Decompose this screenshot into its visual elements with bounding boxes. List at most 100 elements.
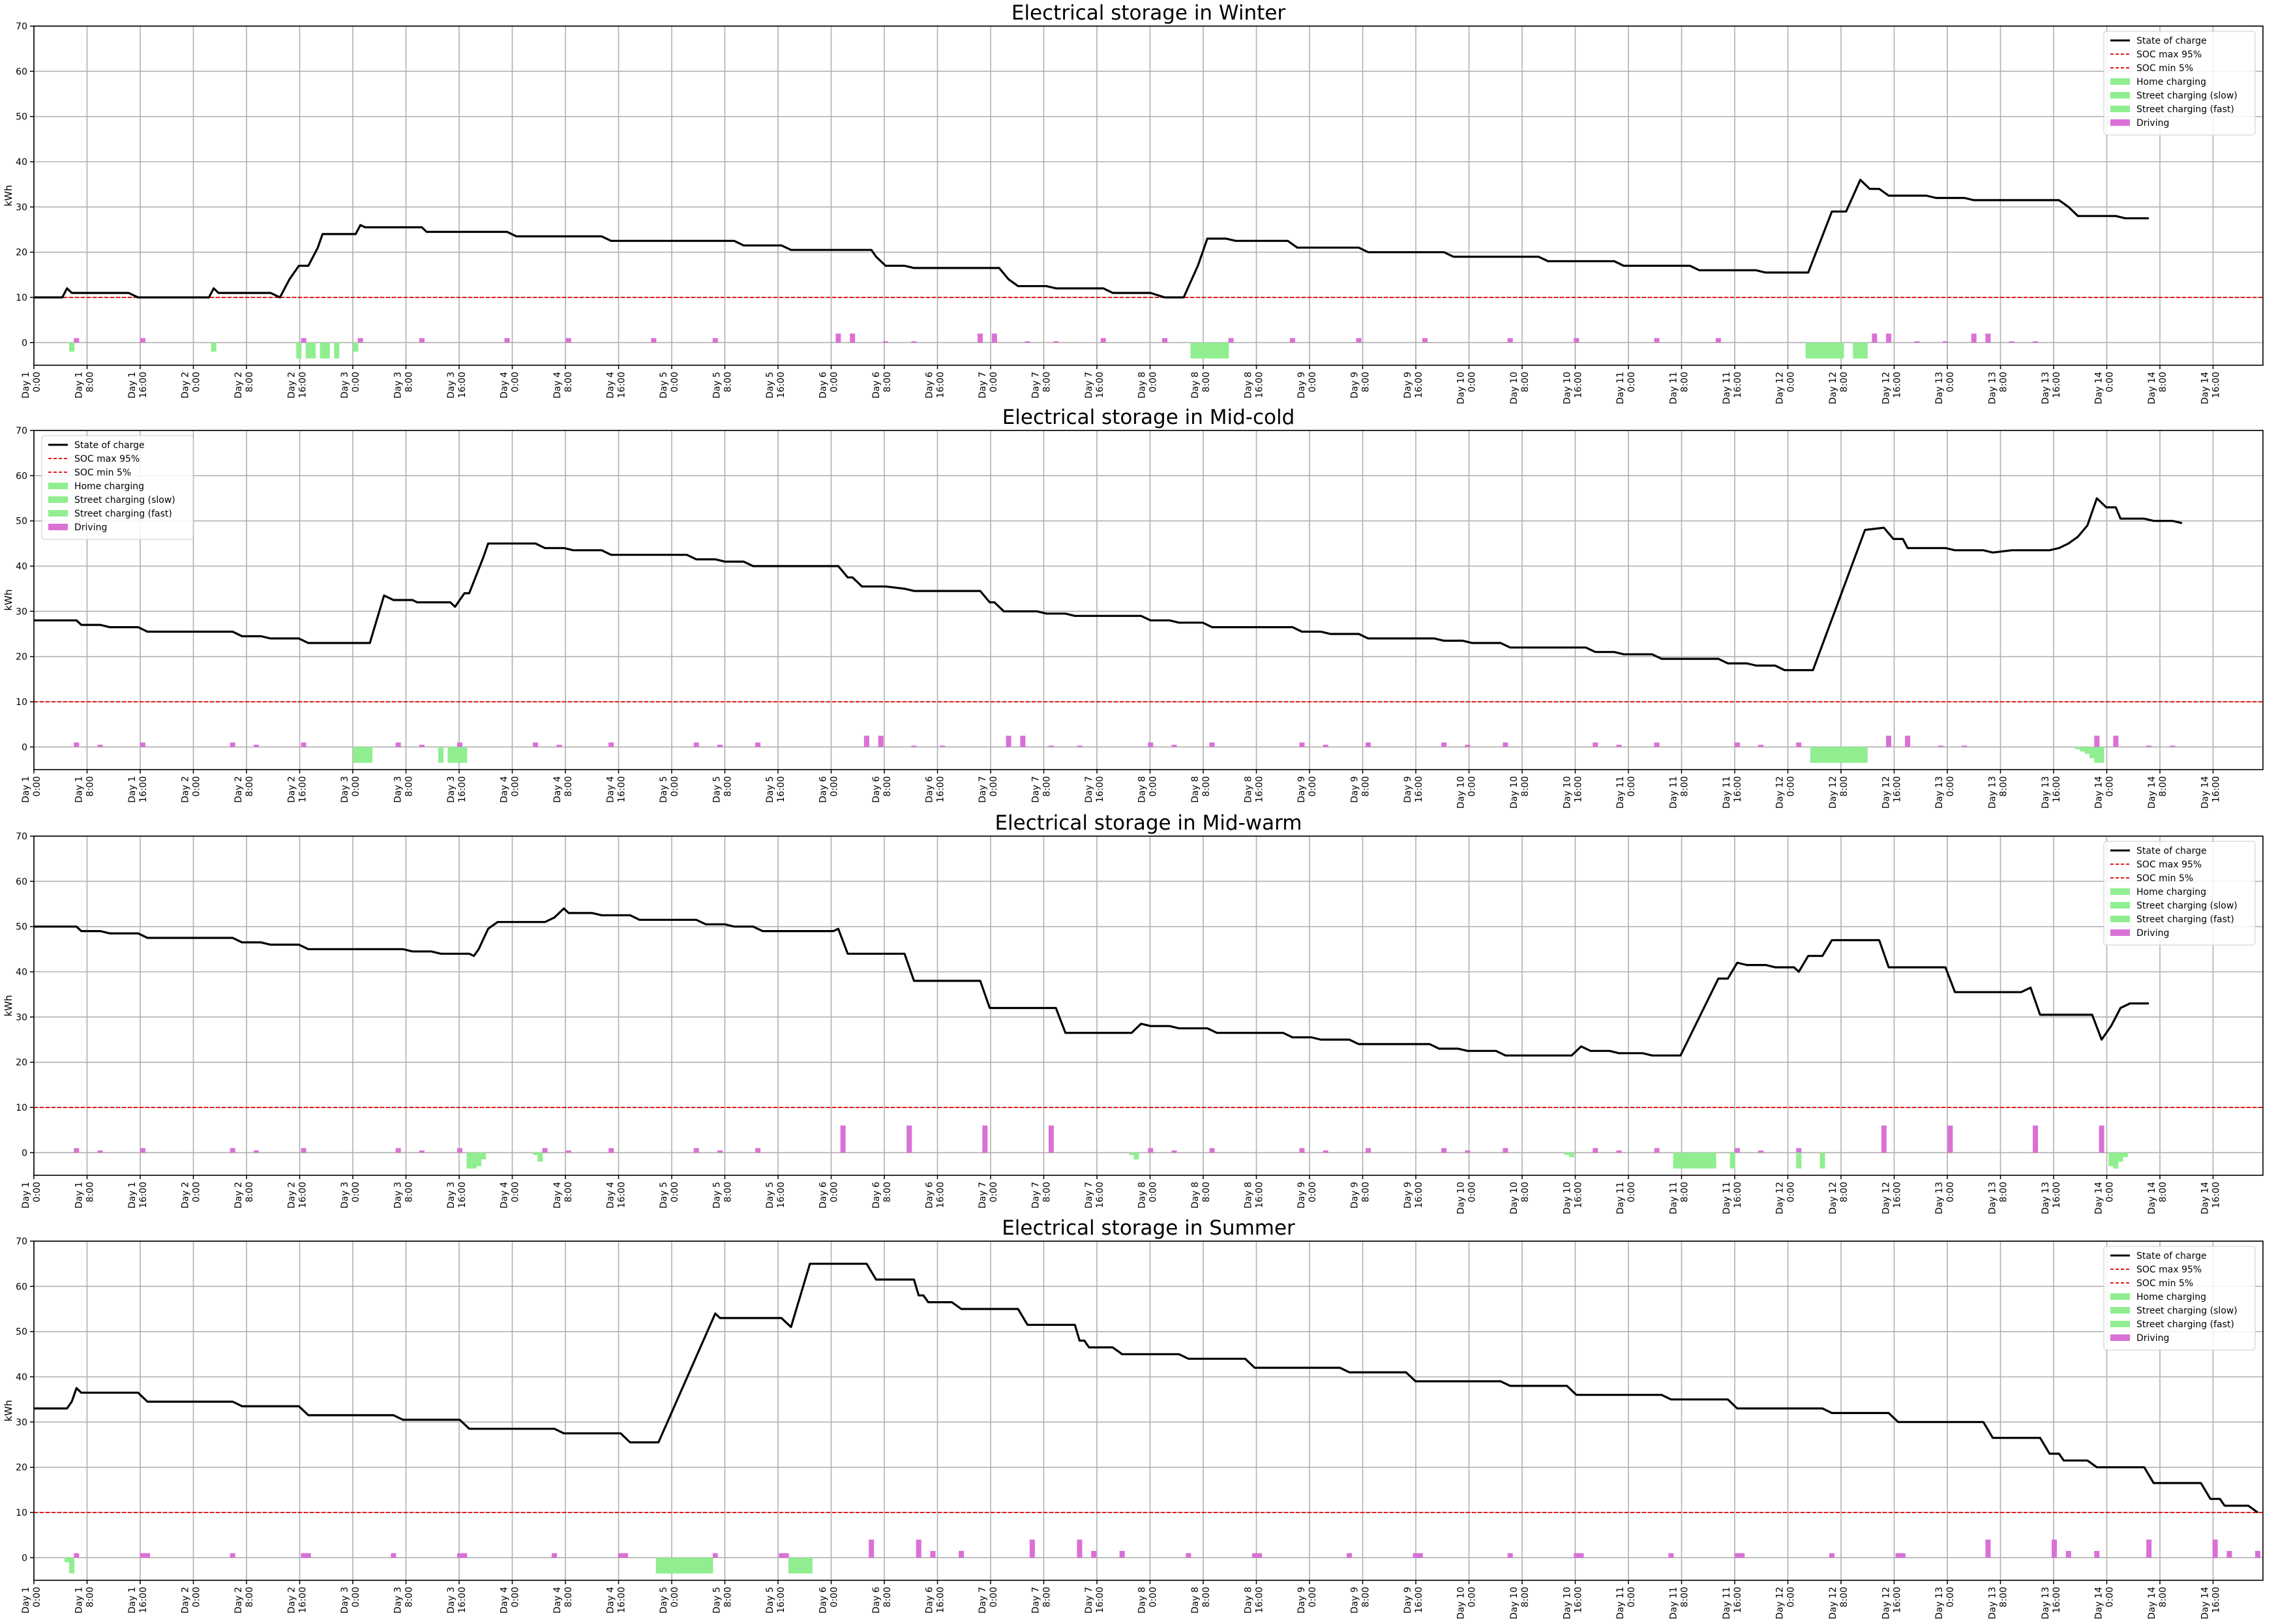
x-tick-label-time: 0:00 bbox=[32, 1587, 42, 1607]
bar-street-charging-slow- bbox=[1834, 342, 1840, 359]
bar-street-charging-slow- bbox=[1810, 342, 1816, 359]
x-tick-label-day: Day 5 bbox=[765, 776, 775, 803]
x-tick-label-time: 8:00 bbox=[882, 1182, 893, 1202]
x-tick-label: Day 68:00 bbox=[871, 1182, 893, 1209]
bar-home-charging bbox=[353, 747, 359, 763]
bar-driving bbox=[1323, 1150, 1328, 1153]
legend-swatch bbox=[2110, 1334, 2130, 1341]
x-tick-label: Day 120:00 bbox=[1775, 776, 1797, 809]
bar-driving bbox=[2146, 1539, 2152, 1558]
x-tick-label-day: Day 14 bbox=[2094, 1182, 2104, 1214]
x-tick-label-day: Day 14 bbox=[2200, 1182, 2211, 1214]
x-tick-label: Day 148:00 bbox=[2147, 372, 2168, 404]
x-tick-label-time: 16:00 bbox=[936, 1587, 946, 1613]
x-tick-label: Day 916:00 bbox=[1403, 1182, 1424, 1209]
legend-box bbox=[2103, 31, 2256, 136]
x-tick-label-day: Day 4 bbox=[606, 1587, 616, 1614]
bar-driving bbox=[2226, 1550, 2232, 1558]
legend-label: Street charging (slow) bbox=[2136, 1306, 2238, 1316]
y-tick-label: 40 bbox=[16, 1372, 27, 1383]
bar-street-charging-slow- bbox=[807, 1557, 813, 1574]
x-tick-label: Day 1016:00 bbox=[1563, 1587, 1584, 1619]
bar-driving bbox=[552, 1553, 558, 1558]
y-tick-label: 30 bbox=[16, 202, 27, 213]
x-tick-label-day: Day 14 bbox=[2147, 372, 2157, 404]
x-tick-label-day: Day 1 bbox=[127, 1587, 138, 1614]
x-tick-label-time: 0:00 bbox=[1945, 1182, 1956, 1202]
bar-street-charging-slow- bbox=[1205, 342, 1210, 359]
bar-driving bbox=[542, 1148, 548, 1153]
legend-swatch bbox=[2110, 78, 2130, 85]
bar-driving bbox=[1971, 333, 1977, 343]
x-tick-label-time: 16:00 bbox=[936, 776, 946, 802]
bar-driving bbox=[1162, 338, 1168, 343]
bar-street-charging-slow- bbox=[1815, 342, 1821, 359]
x-tick-label-time: 0:00 bbox=[32, 372, 42, 392]
x-tick-label: Day 30:00 bbox=[340, 1587, 361, 1614]
legend-label: Street charging (fast) bbox=[2136, 914, 2234, 925]
x-tick-label-day: Day 8 bbox=[1137, 1587, 1148, 1614]
bar-driving bbox=[978, 333, 983, 343]
bar-driving bbox=[2099, 1125, 2104, 1153]
bar-driving bbox=[395, 1148, 401, 1153]
bar-street-charging-slow- bbox=[2122, 1152, 2128, 1158]
x-tick-label-time: 8:00 bbox=[1839, 1182, 1849, 1202]
x-tick-label: Day 48:00 bbox=[552, 372, 574, 398]
plot-frame bbox=[33, 430, 2264, 770]
bar-driving bbox=[1186, 1553, 1191, 1558]
x-tick-label: Day 70:00 bbox=[978, 1182, 999, 1209]
x-tick-label: Day 138:00 bbox=[1988, 1587, 2009, 1619]
bar-driving bbox=[1299, 1148, 1305, 1153]
x-tick-label: Day 88:00 bbox=[1190, 1182, 1212, 1209]
x-tick-label-time: 8:00 bbox=[723, 1182, 734, 1202]
x-tick-label: Day 100:00 bbox=[1456, 1587, 1478, 1619]
x-tick-label-day: Day 4 bbox=[500, 776, 510, 803]
bar-driving bbox=[1091, 1550, 1097, 1558]
x-tick-label: Day 118:00 bbox=[1669, 1587, 1690, 1619]
x-tick-label-time: 16:00 bbox=[138, 1182, 149, 1208]
bar-home-charging bbox=[69, 1557, 75, 1574]
y-tick-label: 50 bbox=[16, 112, 27, 123]
x-tick-label-day: Day 6 bbox=[925, 776, 935, 803]
x-tick-label-time: 16:00 bbox=[936, 372, 946, 398]
bar-home-charging bbox=[324, 342, 330, 359]
x-tick-label: Day 140:00 bbox=[2094, 776, 2116, 809]
x-tick-label-time: 16:00 bbox=[1893, 372, 1903, 398]
bar-driving bbox=[565, 338, 571, 343]
x-tick-label: Day 1216:00 bbox=[1881, 1587, 1903, 1619]
bar-driving bbox=[1900, 1553, 1906, 1558]
x-tick-label-day: Day 1 bbox=[21, 1182, 31, 1209]
x-tick-label: Day 148:00 bbox=[2147, 1587, 2168, 1619]
x-tick-label: Day 110:00 bbox=[1615, 372, 1637, 404]
x-tick-label: Day 118:00 bbox=[1669, 776, 1690, 809]
legend-label: SOC max 95% bbox=[2136, 50, 2202, 60]
bar-driving bbox=[959, 1550, 965, 1558]
legend-label: Street charging (fast) bbox=[74, 509, 172, 519]
x-tick-label: Day 1016:00 bbox=[1563, 1182, 1584, 1214]
x-tick-label-day: Day 10 bbox=[1509, 776, 1520, 809]
bar-home-charging bbox=[452, 747, 458, 763]
x-tick-label: Day 138:00 bbox=[1988, 1182, 2009, 1214]
x-tick-label: Day 1016:00 bbox=[1563, 776, 1584, 809]
x-tick-label-time: 16:00 bbox=[1255, 1587, 1265, 1613]
bar-driving bbox=[911, 745, 917, 747]
bar-driving bbox=[504, 338, 510, 343]
x-tick-label: Day 100:00 bbox=[1456, 1182, 1478, 1214]
x-tick-label-day: Day 6 bbox=[818, 776, 829, 803]
x-tick-label: Day 138:00 bbox=[1988, 776, 2009, 809]
bar-driving bbox=[1346, 1553, 1352, 1558]
x-tick-label-day: Day 6 bbox=[818, 372, 829, 398]
bar-driving bbox=[882, 341, 888, 343]
x-tick-label-day: Day 3 bbox=[340, 1587, 350, 1614]
x-tick-label-day: Day 4 bbox=[500, 1182, 510, 1209]
x-tick-label-time: 8:00 bbox=[563, 372, 574, 392]
x-tick-label-time: 8:00 bbox=[1520, 372, 1531, 392]
x-tick-label-time: 0:00 bbox=[830, 776, 840, 796]
x-tick-label-time: 0:00 bbox=[989, 1182, 999, 1202]
x-tick-label: Day 130:00 bbox=[1934, 1587, 1956, 1619]
bar-driving bbox=[2065, 1550, 2071, 1558]
bar-driving bbox=[1366, 742, 1371, 747]
x-tick-label-time: 8:00 bbox=[1839, 1587, 1849, 1607]
x-tick-label-day: Day 4 bbox=[606, 1182, 616, 1209]
